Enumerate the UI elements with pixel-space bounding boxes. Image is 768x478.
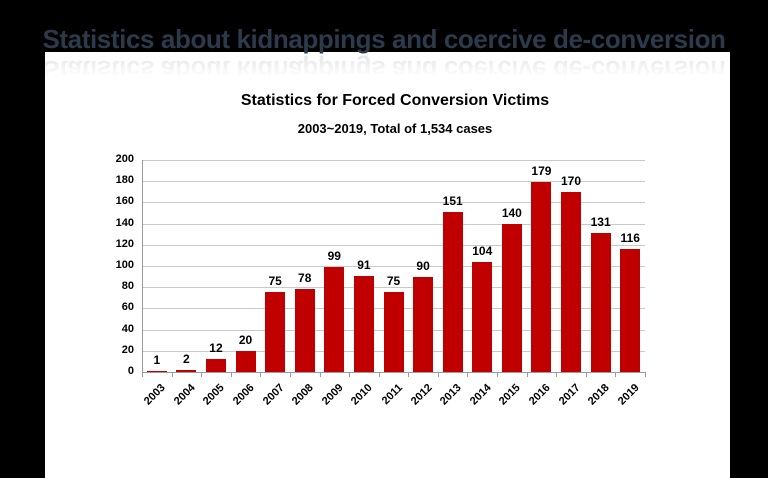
x-axis-label: 2008 [290, 381, 316, 408]
bar-value-label: 90 [416, 259, 430, 273]
bar-value-label: 78 [298, 271, 312, 285]
y-axis-tick-label: 60 [121, 301, 134, 314]
x-axis-tick [260, 373, 262, 377]
bar-value-label: 75 [386, 274, 401, 288]
x-axis-tick [556, 373, 558, 377]
y-axis-tick-label: 20 [121, 343, 134, 356]
x-axis-label: 2017 [556, 381, 583, 408]
x-axis-label: 2005 [201, 381, 228, 408]
x-axis-label: 2018 [586, 381, 612, 408]
x-axis-label: 2014 [467, 381, 494, 408]
x-axis-tick [497, 373, 499, 377]
bar-2005 [205, 359, 226, 372]
y-axis-tick-label: 120 [115, 237, 134, 250]
bar-value-label: 170 [561, 174, 582, 188]
gridline [142, 223, 645, 225]
bar-value-label: 20 [238, 333, 253, 347]
bar-value-label: 116 [620, 231, 640, 245]
x-axis-tick [349, 373, 351, 377]
x-axis-label: 2015 [497, 381, 524, 408]
x-axis-tick [201, 373, 203, 377]
chart-subtitle: 2003~2019, Total of 1,534 cases [297, 121, 493, 136]
x-axis-label: 2012 [408, 381, 435, 408]
y-axis-tick-label: 200 [115, 153, 134, 165]
x-axis-tick [171, 373, 173, 377]
bar-2014 [472, 262, 493, 372]
x-axis-label: 2007 [260, 381, 287, 408]
bar-2018 [590, 233, 611, 372]
bar-2009 [324, 267, 345, 372]
bar-value-label: 12 [209, 341, 223, 355]
x-axis-label: 2009 [319, 381, 346, 408]
bar-2004 [176, 370, 197, 372]
x-axis-tick [319, 373, 321, 377]
x-axis-label: 2019 [615, 381, 642, 408]
bar-2015 [501, 224, 522, 372]
x-axis-line [142, 372, 646, 373]
x-axis-tick [378, 373, 380, 377]
x-axis-tick [142, 373, 143, 377]
x-axis-label: 2010 [349, 381, 376, 408]
y-axis-tick-label: 80 [121, 280, 134, 293]
slide-content-panel [45, 52, 730, 478]
x-axis-tick [585, 373, 587, 377]
bar-value-label: 75 [268, 274, 282, 288]
x-axis-tick [289, 373, 291, 377]
gridline [142, 266, 645, 267]
x-axis-label: 2003 [142, 381, 169, 408]
y-axis-tick-label: 0 [127, 365, 134, 377]
x-axis-tick [408, 373, 410, 377]
x-axis-label: 2016 [526, 381, 553, 408]
x-axis-label: 2006 [230, 381, 257, 408]
bar-value-label: 99 [327, 249, 341, 263]
bar-value-label: 140 [501, 206, 522, 220]
slide-title: Statistics about kidnappings and coerciv… [42, 24, 726, 54]
bar-2007 [265, 292, 286, 372]
gridline [142, 160, 645, 161]
x-axis-tick [615, 373, 617, 377]
y-axis-line [142, 160, 143, 372]
gridline [142, 287, 645, 289]
bar-2012 [413, 277, 434, 372]
bar-value-label: 179 [531, 164, 552, 178]
x-axis-tick [526, 373, 528, 377]
x-axis-label: 2013 [438, 381, 464, 408]
y-axis-tick-label: 40 [121, 322, 134, 335]
gridline [142, 244, 645, 246]
bar-value-label: 2 [183, 352, 190, 366]
bar-2013 [442, 212, 463, 372]
bar-value-label: 1 [153, 353, 161, 367]
y-axis-tick-label: 140 [115, 216, 134, 229]
gridline [142, 202, 645, 204]
x-axis-tick [437, 373, 439, 377]
y-axis-tick-label: 180 [115, 174, 134, 187]
bar-2003 [146, 371, 167, 372]
bar-value-label: 151 [442, 194, 463, 208]
y-axis-tick-label: 100 [115, 259, 134, 271]
bar-value-label: 131 [590, 215, 611, 229]
bar-value-label: 104 [472, 244, 493, 258]
y-axis-tick-label: 160 [115, 195, 134, 208]
gridline [142, 181, 645, 183]
x-axis-tick [645, 373, 646, 377]
bar-2010 [353, 276, 374, 372]
x-axis-tick [230, 373, 232, 377]
bar-2006 [235, 351, 256, 372]
bar-value-label: 91 [357, 258, 371, 272]
chart-title: Statistics for Forced Conversion Victims [240, 92, 550, 109]
bar-2008 [294, 289, 315, 372]
x-axis-label: 2004 [171, 381, 198, 408]
x-axis-tick [467, 373, 469, 377]
bar-2016 [531, 182, 552, 372]
bar-2011 [383, 292, 404, 372]
bar-2019 [620, 249, 641, 372]
bar-2017 [561, 192, 582, 372]
x-axis-label: 2011 [379, 381, 405, 408]
